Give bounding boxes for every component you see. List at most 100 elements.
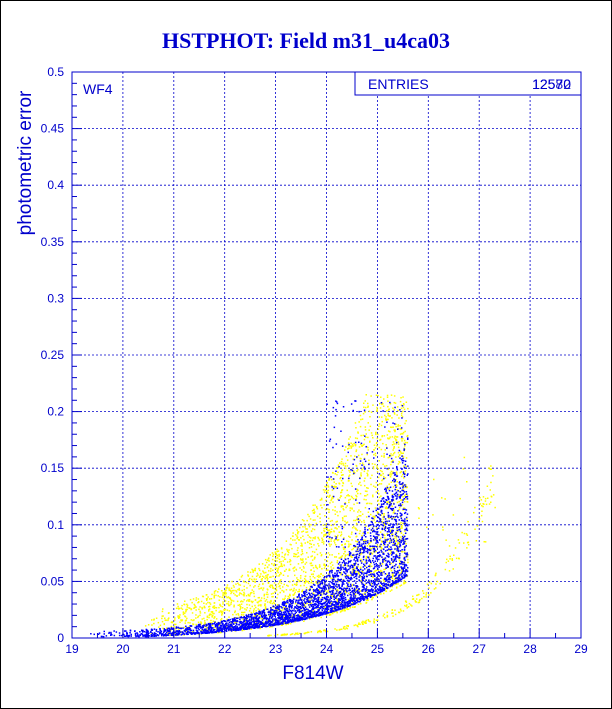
yellow-data-point <box>297 532 299 535</box>
blue-data-point <box>384 518 387 520</box>
yellow-data-point <box>361 560 363 563</box>
yellow-data-point <box>178 616 181 619</box>
blue-data-point <box>272 620 274 622</box>
yellow-data-point <box>365 525 367 527</box>
blue-data-point <box>153 632 156 634</box>
blue-data-point <box>384 541 386 543</box>
blue-data-point <box>276 605 278 608</box>
yellow-data-point <box>319 565 321 568</box>
yellow-data-point <box>197 598 200 600</box>
yellow-data-point <box>303 520 305 522</box>
yellow-data-point <box>363 470 366 473</box>
yellow-data-point <box>387 412 389 415</box>
yellow-data-point <box>175 607 178 610</box>
blue-data-point <box>403 475 406 478</box>
yellow-data-point <box>407 407 409 410</box>
yellow-data-point <box>218 627 220 629</box>
yellow-data-point <box>393 578 396 580</box>
yellow-data-point <box>349 507 351 509</box>
blue-data-point <box>346 582 348 584</box>
yellow-data-point <box>197 621 200 624</box>
yellow-data-point <box>372 466 375 468</box>
blue-data-point <box>378 539 381 541</box>
blue-data-point <box>352 565 354 567</box>
blue-data-point <box>394 565 396 567</box>
yellow-data-point <box>203 602 205 604</box>
yellow-data-point <box>197 615 200 617</box>
yellow-data-point <box>371 463 374 465</box>
yellow-data-point <box>322 524 325 526</box>
yellow-data-point <box>313 570 315 573</box>
blue-data-point <box>340 558 343 560</box>
blue-data-point <box>266 608 268 610</box>
yellow-data-point <box>324 527 326 530</box>
yellow-data-point <box>357 454 360 457</box>
yellow-data-point <box>376 437 379 440</box>
blue-data-point <box>404 540 406 543</box>
yellow-data-point <box>204 623 206 625</box>
yellow-data-point <box>316 508 319 510</box>
yellow-data-point <box>354 589 357 592</box>
yellow-data-point <box>418 517 420 519</box>
yellow-data-point <box>299 614 301 616</box>
yellow-data-point <box>314 504 316 506</box>
blue-data-point <box>375 558 378 560</box>
blue-data-point <box>380 577 382 579</box>
blue-data-point <box>291 600 293 602</box>
yellow-data-point <box>404 445 406 447</box>
yellow-data-point <box>334 535 336 537</box>
blue-data-point <box>262 616 264 618</box>
yellow-data-point <box>492 475 494 477</box>
yellow-data-point <box>364 506 367 509</box>
blue-data-point <box>395 535 398 537</box>
blue-data-point <box>311 607 314 609</box>
blue-data-point <box>396 566 399 569</box>
blue-data-point <box>295 618 298 620</box>
yellow-data-point <box>316 583 319 585</box>
yellow-data-point <box>402 509 404 511</box>
yellow-data-point <box>246 587 248 589</box>
yellow-data-point <box>261 578 263 580</box>
blue-data-point <box>340 593 343 595</box>
yellow-data-point <box>344 462 347 465</box>
blue-data-point <box>230 621 232 623</box>
yellow-data-point <box>307 580 309 583</box>
blue-data-point <box>360 571 363 574</box>
blue-data-point <box>214 623 217 626</box>
yellow-data-point <box>334 509 336 512</box>
blue-data-point <box>374 560 377 562</box>
yellow-data-point <box>445 561 447 564</box>
yellow-data-point <box>391 589 393 591</box>
yellow-data-point <box>355 450 357 453</box>
yellow-data-point <box>391 436 394 438</box>
yellow-data-point <box>277 550 280 552</box>
blue-data-point <box>392 525 394 527</box>
yellow-data-point <box>390 461 393 463</box>
yellow-data-point <box>321 507 323 509</box>
blue-data-point <box>333 598 335 600</box>
yellow-data-point <box>189 607 191 609</box>
yellow-data-point <box>251 605 253 608</box>
yellow-data-point <box>360 475 362 477</box>
blue-data-point <box>258 625 261 628</box>
yellow-data-point <box>356 523 358 525</box>
yellow-data-point <box>341 610 343 612</box>
blue-data-point <box>297 601 299 603</box>
yellow-data-point <box>204 612 206 614</box>
blue-data-point <box>352 569 355 571</box>
blue-data-point <box>310 612 312 614</box>
yellow-data-point <box>266 566 269 569</box>
yellow-data-point <box>370 548 372 550</box>
yellow-data-point <box>359 462 361 465</box>
blue-data-point <box>372 517 374 520</box>
yellow-data-point <box>311 509 314 512</box>
yellow-data-point <box>363 406 365 408</box>
yellow-data-point <box>385 590 387 592</box>
yellow-data-point <box>336 473 338 476</box>
yellow-data-point <box>355 449 358 451</box>
yellow-data-point <box>226 602 228 605</box>
blue-data-point <box>270 607 272 609</box>
yellow-data-point <box>393 429 395 431</box>
blue-data-point <box>175 626 178 628</box>
blue-data-point <box>394 574 397 577</box>
